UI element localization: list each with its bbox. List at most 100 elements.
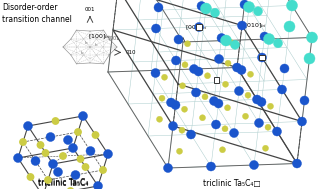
Circle shape xyxy=(179,127,185,133)
Circle shape xyxy=(237,66,246,74)
Circle shape xyxy=(24,122,33,130)
Circle shape xyxy=(100,167,106,173)
Circle shape xyxy=(46,132,55,142)
Circle shape xyxy=(222,126,228,132)
Circle shape xyxy=(264,33,275,44)
Bar xyxy=(214,77,219,83)
Circle shape xyxy=(194,67,203,76)
Circle shape xyxy=(234,87,244,95)
Circle shape xyxy=(206,162,215,171)
Circle shape xyxy=(54,167,62,177)
Circle shape xyxy=(77,156,84,162)
Circle shape xyxy=(280,64,289,73)
Circle shape xyxy=(157,116,162,122)
Circle shape xyxy=(277,85,287,94)
Text: [100]$_{bi}$: [100]$_{bi}$ xyxy=(88,32,111,41)
Circle shape xyxy=(265,124,271,130)
Circle shape xyxy=(284,21,295,32)
Circle shape xyxy=(172,56,181,65)
Text: [001]$_{bi}$: [001]$_{bi}$ xyxy=(185,23,208,32)
Circle shape xyxy=(31,156,40,166)
Circle shape xyxy=(182,62,188,68)
Circle shape xyxy=(186,130,195,139)
Circle shape xyxy=(231,40,239,49)
Circle shape xyxy=(20,139,26,145)
Circle shape xyxy=(244,2,255,12)
Circle shape xyxy=(220,147,225,153)
Circle shape xyxy=(192,88,201,97)
Circle shape xyxy=(166,98,175,107)
Circle shape xyxy=(245,92,251,98)
Circle shape xyxy=(253,95,262,104)
Circle shape xyxy=(274,39,283,48)
Circle shape xyxy=(257,53,266,62)
Circle shape xyxy=(227,39,234,45)
Circle shape xyxy=(190,64,199,74)
Circle shape xyxy=(45,177,51,183)
Circle shape xyxy=(176,148,182,154)
Circle shape xyxy=(75,129,81,135)
Circle shape xyxy=(297,117,307,126)
Bar xyxy=(196,24,202,30)
Circle shape xyxy=(162,74,168,80)
Circle shape xyxy=(255,119,264,128)
Circle shape xyxy=(159,95,165,101)
Circle shape xyxy=(171,101,180,109)
Circle shape xyxy=(48,160,57,169)
Circle shape xyxy=(93,181,102,189)
Circle shape xyxy=(197,2,206,11)
Text: b: b xyxy=(95,43,97,47)
Circle shape xyxy=(211,8,220,17)
Circle shape xyxy=(163,163,172,173)
Circle shape xyxy=(68,143,78,153)
Circle shape xyxy=(243,113,248,119)
Circle shape xyxy=(304,53,315,64)
Circle shape xyxy=(200,115,205,121)
Circle shape xyxy=(60,153,66,159)
Circle shape xyxy=(233,63,242,72)
Circle shape xyxy=(14,153,23,163)
Circle shape xyxy=(27,174,34,180)
Circle shape xyxy=(293,159,301,168)
Circle shape xyxy=(67,188,74,189)
Circle shape xyxy=(230,129,238,138)
Text: Disorder-order
transition channel: Disorder-order transition channel xyxy=(2,3,72,24)
Circle shape xyxy=(273,127,282,136)
Circle shape xyxy=(37,142,44,148)
Text: 010: 010 xyxy=(126,50,137,55)
Text: b: b xyxy=(81,51,83,55)
Circle shape xyxy=(210,97,218,105)
Circle shape xyxy=(103,149,112,159)
Circle shape xyxy=(92,132,99,138)
Circle shape xyxy=(42,150,49,156)
Circle shape xyxy=(204,73,211,79)
Circle shape xyxy=(86,146,95,156)
Circle shape xyxy=(224,105,231,111)
Bar xyxy=(259,55,265,60)
Circle shape xyxy=(257,98,266,106)
Circle shape xyxy=(260,32,269,41)
Circle shape xyxy=(225,60,231,66)
Text: b: b xyxy=(85,41,87,45)
Circle shape xyxy=(307,32,318,43)
Circle shape xyxy=(71,170,80,180)
Text: triclinic Ta₅C₄: triclinic Ta₅C₄ xyxy=(38,179,88,188)
Circle shape xyxy=(237,21,246,30)
Circle shape xyxy=(64,136,72,145)
Circle shape xyxy=(267,103,274,109)
Circle shape xyxy=(182,106,187,112)
Circle shape xyxy=(202,94,208,100)
Text: triclinic Ta₅C₄: triclinic Ta₅C₄ xyxy=(38,178,88,187)
Circle shape xyxy=(151,68,160,77)
Circle shape xyxy=(82,164,89,170)
Circle shape xyxy=(194,22,203,32)
Circle shape xyxy=(223,81,228,87)
Circle shape xyxy=(221,35,232,46)
Circle shape xyxy=(52,118,59,124)
Text: [001: [001 xyxy=(109,35,120,40)
Circle shape xyxy=(201,3,212,14)
Circle shape xyxy=(212,120,221,129)
Circle shape xyxy=(174,35,183,44)
Circle shape xyxy=(214,99,223,108)
Circle shape xyxy=(151,24,161,33)
